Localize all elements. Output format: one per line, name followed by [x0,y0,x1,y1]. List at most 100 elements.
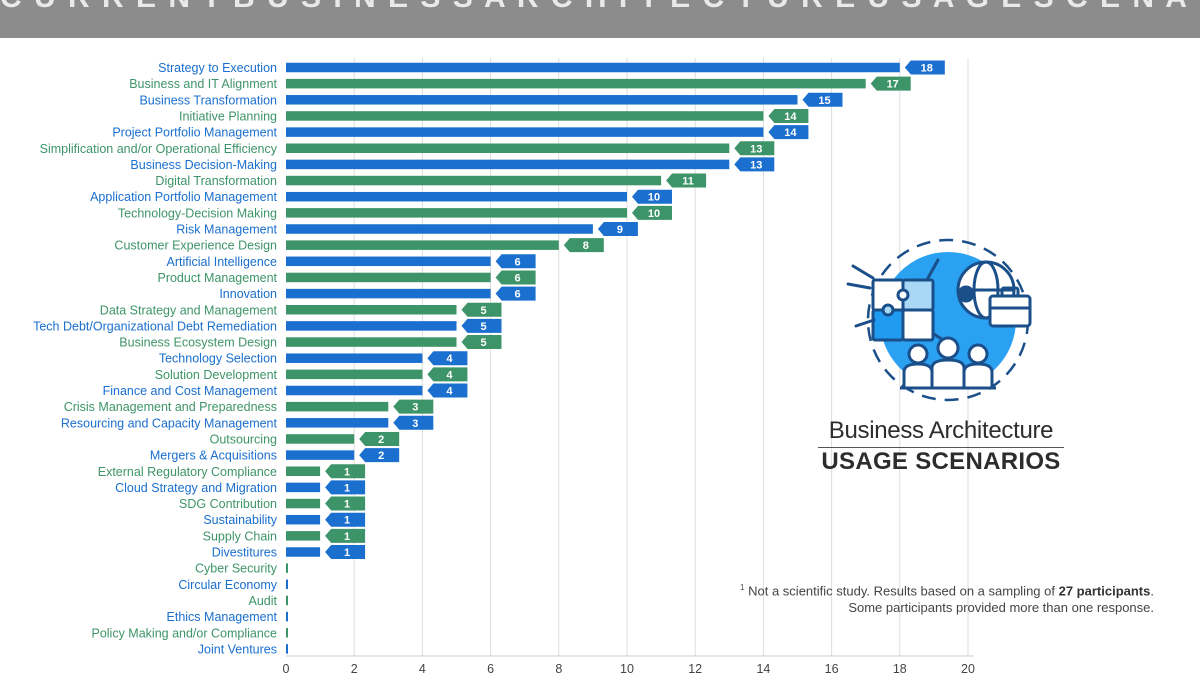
x-tick-label: 16 [825,662,839,675]
category-label: Finance and Cost Management [103,384,278,398]
data-label: 17 [887,79,899,91]
x-tick-label: 20 [961,662,975,675]
value-tag [904,60,945,75]
footnote-suffix: . [1150,583,1154,599]
category-label: Tech Debt/Organizational Debt Remediatio… [33,319,277,333]
data-label: 1 [344,482,350,494]
data-label: 13 [750,159,762,171]
value-tag [427,367,468,382]
category-label: Outsourcing [210,432,277,446]
bar [286,514,321,525]
data-label: 1 [344,515,350,527]
value-tag [734,157,775,172]
value-tag [495,286,536,301]
x-tick-label: 6 [487,662,494,675]
data-label: 6 [515,272,521,284]
category-label: Application Portfolio Management [90,190,277,204]
bar [286,208,627,218]
bar [286,224,593,234]
category-label: Data Strategy and Management [100,303,278,317]
value-tag [461,335,502,350]
value-tag [325,528,366,543]
logo-subtitle: USAGE SCENARIOS [821,448,1061,475]
data-label: 2 [378,434,384,446]
data-label: 13 [750,143,762,155]
bar [286,272,491,283]
data-label: 4 [446,386,453,398]
bar [286,434,355,444]
value-tag [393,415,434,430]
logo-illustration [818,238,1064,409]
data-label: 10 [648,208,660,220]
x-tick-label: 18 [893,662,907,675]
bar [286,337,457,347]
bar [286,563,288,573]
value-tag [359,448,400,463]
category-label: Business and IT Alignment [129,77,277,91]
value-tag [734,141,775,156]
bar [286,482,321,493]
header-bar: C U R R E N T B U S I N E S S A R C H I … [0,0,1200,38]
category-label: Cloud Strategy and Migration [115,481,277,495]
data-label: 10 [648,192,660,204]
category-label: External Regulatory Compliance [98,465,277,479]
data-label: 14 [784,111,797,123]
data-label: 5 [480,305,486,317]
page-title: C U R R E N T B U S I N E S S A R C H I … [0,0,1200,15]
bar [286,531,321,541]
footnote-participants: 27 participants [1058,583,1151,599]
x-tick-label: 0 [283,662,290,675]
category-label: Artificial Intelligence [167,255,278,269]
bar [286,78,866,89]
category-label: Crisis Management and Preparedness [64,400,277,414]
category-label: Sustainability [203,513,277,527]
category-label: Technology Selection [159,352,277,366]
category-label: Risk Management [176,223,277,237]
bar [286,305,457,315]
category-label: Resourcing and Capacity Management [61,416,278,430]
bar [286,628,288,638]
x-tick-label: 10 [620,662,634,675]
category-label: SDG Contribution [179,497,277,511]
category-label: Innovation [219,287,277,301]
value-tag [802,92,843,107]
category-label: Cyber Security [195,562,278,576]
category-label: Business Transformation [139,93,277,107]
value-tag [495,270,536,285]
value-tag [427,383,468,398]
bar [286,418,389,428]
category-label: Audit [249,594,278,608]
category-label: Project Portfolio Management [112,126,277,140]
bar [286,385,423,396]
data-label: 14 [784,127,797,139]
data-label: 4 [446,369,453,381]
value-tag [768,125,809,140]
bar [286,175,662,186]
value-tag [325,496,366,511]
value-tag [597,222,638,236]
value-tag [393,399,434,414]
bar [286,256,491,267]
data-label: 1 [344,531,350,543]
bar [286,95,798,105]
value-tag [563,238,604,253]
category-label: Simplification and/or Operational Effici… [40,142,278,156]
value-tag [427,351,468,366]
data-label: 5 [480,321,486,333]
data-label: 11 [682,176,694,188]
category-label: Ethics Management [167,610,278,624]
category-label: Policy Making and/or Compliance [91,626,277,640]
bar [286,611,288,622]
x-tick-label: 2 [351,662,358,675]
value-tag [870,76,911,91]
value-tag [461,302,502,317]
logo-title: Business Architecture [818,417,1064,448]
category-label: Joint Ventures [198,642,277,656]
x-tick-label: 12 [688,662,702,675]
bar [286,62,900,73]
bar [286,353,423,363]
category-label: Initiative Planning [179,109,277,123]
bar [286,450,355,460]
category-label: Strategy to Execution [158,61,277,75]
value-tag [325,512,366,527]
